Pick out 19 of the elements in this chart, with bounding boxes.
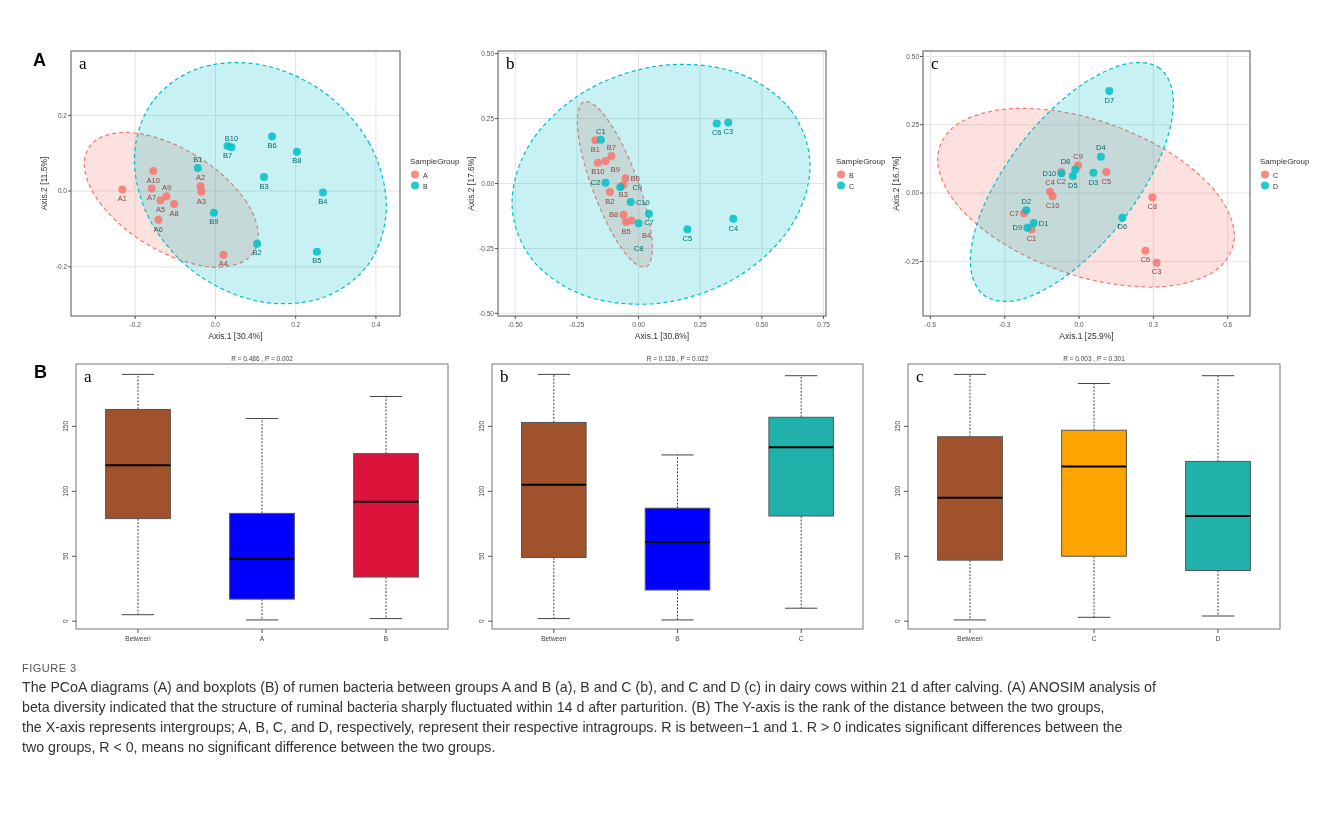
x-axis-title: Axis.1 [25.9%] <box>1059 331 1114 341</box>
chart-subtitle: b <box>506 54 515 73</box>
y-axis-title: Axis.2 [16.7%] <box>891 156 901 211</box>
chart-subtitle: a <box>79 54 87 73</box>
legend-title: SampleGroup <box>410 156 460 166</box>
y-axis-title: Axis.2 [11.5%] <box>39 156 49 211</box>
x-axis-title: Axis.1 [30.4%] <box>208 331 263 341</box>
text: FIGURE 3 <box>22 662 77 674</box>
chart-subtitle: b <box>500 367 509 386</box>
chart-subtitle: a <box>84 367 92 386</box>
text: B <box>34 362 47 382</box>
chart-subtitle: c <box>916 367 924 386</box>
text: A <box>33 50 46 70</box>
legend-title: SampleGroup <box>1260 156 1310 166</box>
legend-title: SampleGroup <box>836 156 886 166</box>
text: The PCoA diagrams (A) and boxplots (B) of rumen bacteria between groups A and B (a), B and C (b), and C and D (c) in dairy cows within 21 d after calving. (A) ANOSIM analysis of beta diversity indicated that the structure of ruminal bacteria sharply fluctuated within 14 d after parturition. (B) The Y-axis is the rank of the distance between the two groups, the X-axis represents intergroups; A, B, C, and D, respectively, represent their respective intragroups. R is between−1 and 1. R > 0 indicates significant differences between the two groups, R < 0, means no significant difference between the two groups. <box>22 679 1156 755</box>
chart-subtitle: c <box>931 54 939 73</box>
x-axis-title: Axis.1 [30.8%] <box>634 331 690 341</box>
y-axis-title: Axis.2 [17.6%] <box>466 156 476 211</box>
